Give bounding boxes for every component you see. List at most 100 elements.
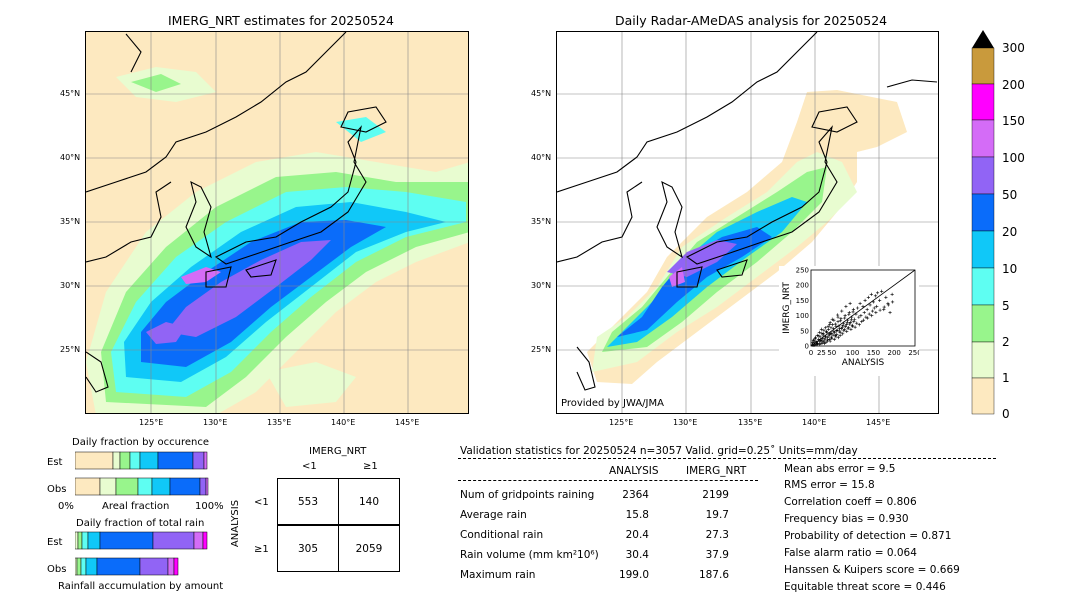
scatter-y-tick: 100 xyxy=(796,312,809,320)
contingency-row-lt: <1 xyxy=(254,497,269,508)
scatter-point xyxy=(841,323,845,327)
scatter-point xyxy=(880,289,884,293)
scatter-point xyxy=(850,315,854,319)
obs-label: Obs xyxy=(47,484,67,495)
scatter-x-tick: 200 xyxy=(888,349,901,357)
obs-label: Obs xyxy=(47,564,67,575)
colorbar-label: 20 xyxy=(1002,225,1018,239)
scatter-point xyxy=(835,332,839,337)
contingency-cell: 553 xyxy=(277,478,339,525)
scatter-point xyxy=(848,320,853,324)
scatter-point xyxy=(870,314,874,318)
colorbar-extend-arrow xyxy=(972,30,994,48)
scatter-plot: 02550100150200250050100150200250ANALYSIS… xyxy=(782,267,922,369)
scatter-point xyxy=(843,314,847,318)
scatter-point xyxy=(862,310,866,315)
scatter-inset: 02550100150200250050100150200250ANALYSIS… xyxy=(779,266,922,376)
axis-mid-label: Areal fraction xyxy=(102,501,170,512)
scatter-point xyxy=(884,295,888,299)
scatter-point xyxy=(844,304,848,309)
est-label: Est xyxy=(47,457,63,468)
left-lat-tick: 45°N xyxy=(60,89,81,98)
scatter-point xyxy=(828,323,832,327)
colorbar-segment xyxy=(971,267,995,306)
right-lat-tick: 35°N xyxy=(531,217,552,226)
colorbar-segment xyxy=(971,156,995,195)
left-lat-tick: 40°N xyxy=(60,153,81,162)
scatter-point xyxy=(833,331,837,335)
scatter-point xyxy=(819,327,823,331)
scatter-point xyxy=(846,326,851,330)
score-line: Equitable threat score = 0.446 xyxy=(784,581,946,593)
left-lat-tick: 30°N xyxy=(60,281,81,290)
left-map-title: IMERG_NRT estimates for 20250524 xyxy=(168,13,395,28)
scatter-point xyxy=(866,295,871,299)
contingency-cell: 140 xyxy=(338,478,400,525)
stat-analysis-value: 199.0 xyxy=(618,569,649,581)
fraction-occurrence-bars xyxy=(75,451,209,496)
colorbar-label: 10 xyxy=(1002,262,1018,276)
left-lon-tick: 140°E xyxy=(331,418,356,427)
contingency-row-ge: ≥1 xyxy=(254,544,269,555)
left-lon-tick: 130°E xyxy=(203,418,228,427)
stat-imerg-value: 27.3 xyxy=(705,529,729,541)
scatter-point xyxy=(870,309,875,313)
scatter-point xyxy=(838,333,842,337)
scatter-point xyxy=(854,312,858,316)
scatter-point xyxy=(874,310,878,315)
scatter-point xyxy=(843,316,847,320)
colorbar-label: 1 xyxy=(1002,371,1010,385)
scatter-x-tick: 150 xyxy=(867,349,880,357)
stat-analysis-value: 2364 xyxy=(622,489,649,501)
colorbar-label: 200 xyxy=(1002,78,1025,92)
scatter-point xyxy=(836,315,840,319)
colorbar-segment xyxy=(971,83,995,121)
stat-row-label: Conditional rain xyxy=(460,529,544,541)
validation-divider xyxy=(458,458,996,459)
stat-analysis-value: 15.8 xyxy=(625,509,649,521)
scatter-point xyxy=(842,327,846,331)
scatter-point xyxy=(821,336,825,340)
colorbar xyxy=(971,30,995,415)
scatter-point xyxy=(820,341,824,345)
scatter-x-tick: 100 xyxy=(846,349,859,357)
scatter-point xyxy=(829,335,833,339)
scatter-point xyxy=(847,310,851,315)
contingency-cell: 2059 xyxy=(338,525,400,572)
stat-row-label: Rain volume (mm km²10⁶) xyxy=(460,549,599,561)
est-label: Est xyxy=(47,537,63,548)
fraction-total-title: Daily fraction of total rain xyxy=(76,518,205,529)
contingency-cell: 305 xyxy=(277,525,339,572)
scatter-point xyxy=(818,342,822,347)
scatter-point xyxy=(865,307,869,312)
fraction-occurrence-title: Daily fraction by occurence xyxy=(72,437,210,448)
scatter-point xyxy=(813,335,818,340)
stat-row-label: Maximum rain xyxy=(460,569,536,581)
scatter-point xyxy=(841,332,845,336)
left-lat-tick: 35°N xyxy=(60,217,81,226)
scatter-point xyxy=(853,317,857,321)
scatter-point xyxy=(855,306,860,310)
stat-analysis-value: 30.4 xyxy=(625,549,649,561)
scatter-point xyxy=(828,320,832,325)
scatter-point xyxy=(837,326,841,330)
left-map-precip xyxy=(86,32,468,413)
stat-imerg-value: 19.7 xyxy=(705,509,729,521)
colorbar-segment xyxy=(971,304,995,343)
scatter-point xyxy=(869,292,873,296)
credit-text: Provided by JWA/JMA xyxy=(561,398,664,409)
scatter-point xyxy=(853,325,857,329)
scatter-point xyxy=(811,343,815,347)
right-lat-tick: 30°N xyxy=(531,281,552,290)
colorbar-segment xyxy=(971,230,995,269)
scatter-point xyxy=(871,300,875,304)
right-map-precip xyxy=(557,32,938,413)
left-lon-tick: 125°E xyxy=(139,418,164,427)
scatter-point xyxy=(833,322,838,326)
scatter-point xyxy=(822,328,826,332)
scatter-point xyxy=(860,320,864,324)
col-analysis-header: ANALYSIS xyxy=(609,465,659,477)
scatter-y-tick: 200 xyxy=(796,282,809,290)
scatter-point xyxy=(873,294,878,298)
scatter-point xyxy=(826,324,830,329)
